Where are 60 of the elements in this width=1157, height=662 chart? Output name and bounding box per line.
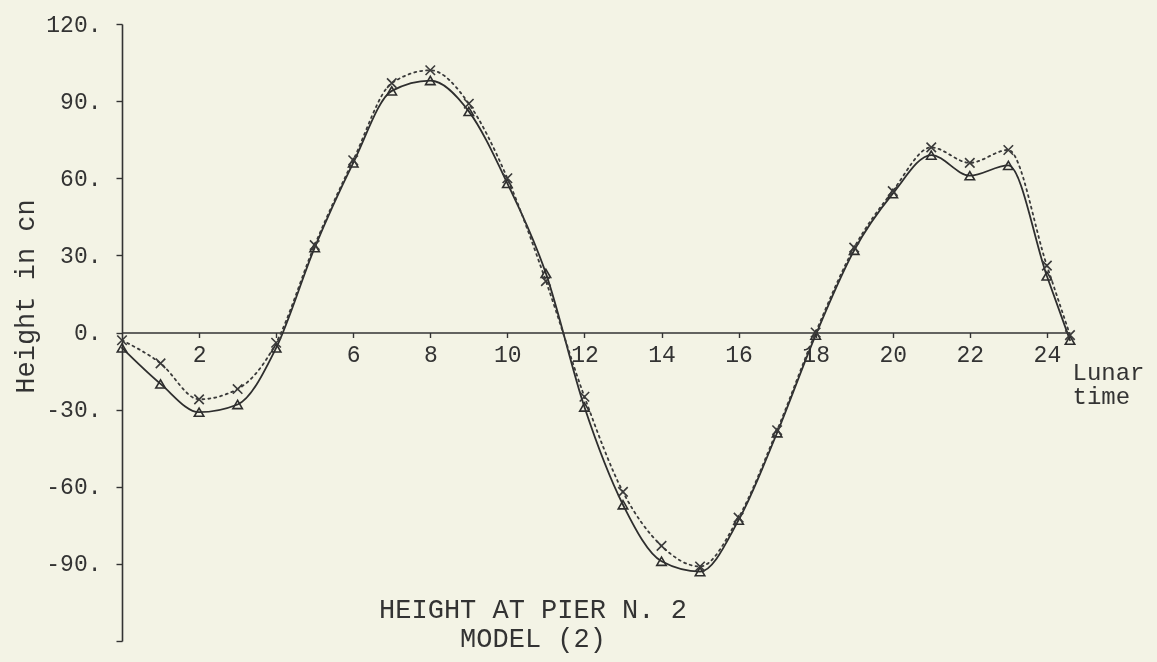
point [578,402,590,412]
x-tick-label: 22 [956,343,985,369]
y-tick-label: 120. [46,12,102,39]
point [655,556,668,567]
point [501,172,513,184]
x-tick-label: 6 [346,343,361,369]
x-tick-label: 14 [648,343,676,369]
y-axis-title: Height in cn [11,199,42,394]
y-tick-label: -60. [46,475,102,502]
x-tick-label: 12 [571,343,599,369]
point [1041,271,1053,281]
point [424,75,436,86]
point [116,343,128,353]
point [463,98,475,110]
point [270,337,282,349]
y-tick-label: -90. [46,552,102,579]
x-tick-label: 2 [192,343,207,369]
point [501,178,513,189]
point [655,540,668,552]
x-tick-label: 8 [423,343,438,369]
text: MODEL (2) [460,625,606,655]
x-tick-label: 24 [1033,343,1062,369]
x-tick-label: 20 [879,343,908,369]
x-tick-label: 10 [494,343,522,369]
point [540,268,552,279]
point [925,150,937,161]
point [1002,160,1014,171]
text: HEIGHT AT PIER N. 2 [379,596,687,626]
point [424,64,436,76]
point [810,330,822,340]
point [193,393,205,405]
point [578,391,590,403]
point [617,486,629,498]
point [540,275,552,287]
point [386,77,398,89]
point [1041,260,1053,272]
point [386,85,398,96]
point [925,141,937,153]
point [964,170,976,181]
x-axis-title: Lunar time [1072,360,1145,411]
point [193,407,205,418]
point [694,566,706,577]
y-tick-label: 90. [60,89,102,116]
point [270,343,282,353]
point [232,399,244,410]
point [154,357,167,369]
y-tick-label: 60. [60,166,102,193]
y-tick-label: -30. [46,398,102,425]
x-tick-label: 16 [725,343,753,369]
y-tick-label: 30. [60,243,102,270]
point [694,560,706,572]
point [1064,335,1076,346]
point [1064,329,1076,341]
point [154,379,167,389]
y-tick-label: 0. [73,321,102,347]
point [1002,144,1014,156]
point [617,499,629,510]
point [463,106,475,117]
point [964,157,976,169]
point [232,383,244,395]
